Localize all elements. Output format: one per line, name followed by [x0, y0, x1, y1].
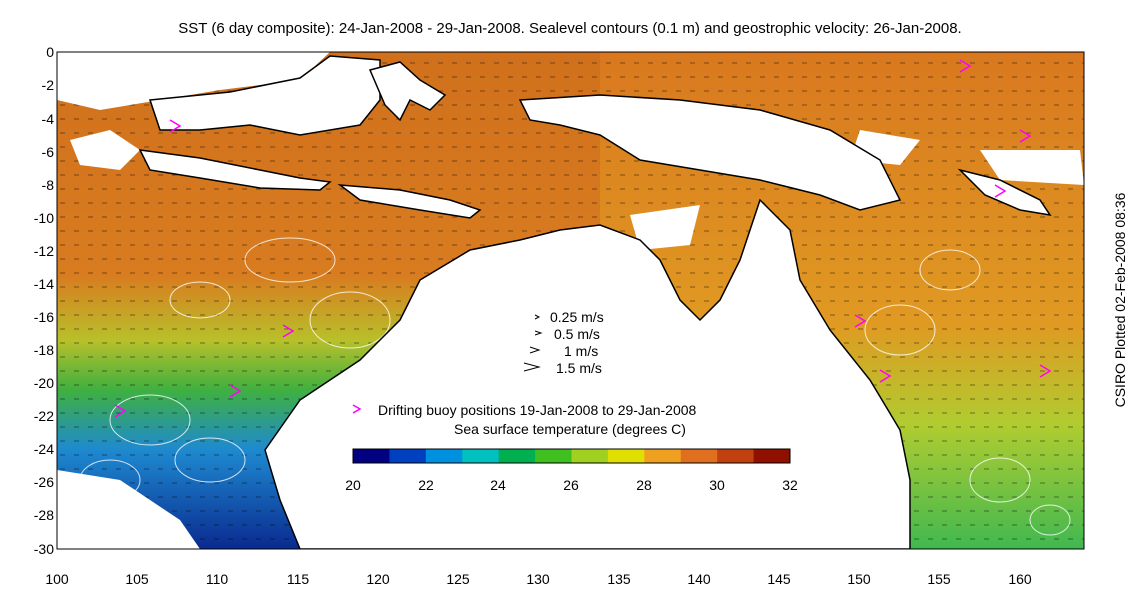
colorbar-cell: [607, 449, 645, 463]
colorbar-cell: [389, 449, 427, 463]
velocity-label-3: 1.5 m/s: [556, 360, 602, 376]
map-plot-area: [57, 52, 1084, 549]
y-tick: -10: [34, 210, 54, 226]
y-tick: -24: [34, 441, 54, 457]
colorbar-tick: 20: [345, 477, 361, 493]
y-tick: -14: [34, 276, 54, 292]
drifting-buoys: [114, 59, 1052, 418]
borneo-land: [148, 55, 381, 136]
colorbar-cell: [462, 449, 500, 463]
velocity-legend: 0.25 m/s 0.5 m/s 1 m/s 1.5 m/s: [523, 309, 604, 376]
colorbar-scale: [353, 449, 791, 463]
java-land: [138, 149, 332, 191]
y-tick: -26: [34, 474, 54, 490]
colorbar-frame: [352, 448, 791, 464]
y-tick: -6: [42, 144, 55, 160]
colorbar-tick: 22: [418, 477, 434, 493]
map-title: SST (6 day composite): 24-Jan-2008 - 29-…: [178, 20, 962, 37]
y-tick: -18: [34, 342, 54, 358]
colorbar-cell: [644, 449, 682, 463]
y-tick: -20: [34, 375, 54, 391]
solomon-islands-land: [957, 168, 1052, 217]
lesser-sunda-land: [337, 184, 482, 219]
velocity-arrow-3: [523, 362, 541, 372]
x-tick: 155: [927, 571, 951, 587]
velocity-label-2: 1 m/s: [564, 343, 598, 359]
x-axis-ticks: 100 105 110 115 120 125 130 135 140 145 …: [45, 571, 1032, 587]
x-tick: 125: [446, 571, 470, 587]
colorbar-cell: [353, 449, 390, 463]
colorbar-cell: [571, 449, 609, 463]
colorbar-ticks: 20 22 24 26 28 30 32: [345, 477, 798, 493]
velocity-arrow-1: [534, 330, 543, 336]
y-tick: -4: [42, 111, 55, 127]
missing-data-patches: [57, 52, 1084, 549]
velocity-label-0: 0.25 m/s: [550, 309, 604, 325]
x-tick: 110: [206, 571, 229, 587]
velocity-arrow-2: [529, 346, 541, 354]
new-guinea-land: [518, 94, 902, 211]
x-tick: 145: [767, 571, 791, 587]
plot-frame: [56, 51, 1085, 550]
colorbar: Sea surface temperature (degrees C) 20 2…: [345, 421, 798, 493]
x-tick: 120: [366, 571, 390, 587]
colorbar-tick: 28: [636, 477, 652, 493]
colorbar-cell: [535, 449, 572, 463]
colorbar-tick: 26: [563, 477, 579, 493]
colorbar-cell: [498, 449, 536, 463]
velocity-arrow-0: [534, 314, 541, 320]
sulawesi-land: [368, 61, 447, 122]
y-tick: -16: [34, 309, 54, 325]
x-tick: 105: [125, 571, 149, 587]
velocity-label-1: 0.5 m/s: [554, 326, 600, 342]
colorbar-tick: 24: [490, 477, 506, 493]
buoy-legend-label: Drifting buoy positions 19-Jan-2008 to 2…: [378, 402, 697, 418]
colorbar-cell: [680, 449, 718, 463]
x-tick: 115: [287, 571, 310, 587]
colorbar-tick: 30: [709, 477, 725, 493]
x-tick: 130: [526, 571, 550, 587]
colorbar-cell: [717, 449, 755, 463]
x-tick: 135: [607, 571, 631, 587]
buoy-marker-icon: [352, 404, 362, 414]
colorbar-title: Sea surface temperature (degrees C): [454, 421, 686, 437]
y-tick: -2: [42, 77, 55, 93]
y-tick: 0: [46, 44, 54, 60]
y-tick: -12: [34, 243, 54, 259]
x-tick: 100: [45, 571, 69, 587]
y-tick: -8: [42, 177, 55, 193]
colorbar-tick: 32: [782, 477, 798, 493]
y-axis-ticks: 0 -2 -4 -6 -8 -10 -12 -14 -16 -18 -20 -2…: [34, 44, 54, 557]
x-tick: 160: [1008, 571, 1032, 587]
y-tick: -22: [34, 408, 54, 424]
x-tick: 140: [687, 571, 711, 587]
y-tick: -28: [34, 507, 54, 523]
colorbar-cell: [425, 449, 463, 463]
buoy-legend: Drifting buoy positions 19-Jan-2008 to 2…: [352, 402, 697, 418]
x-tick: 150: [847, 571, 871, 587]
colorbar-cell: [753, 449, 791, 463]
y-tick: -30: [34, 541, 54, 557]
